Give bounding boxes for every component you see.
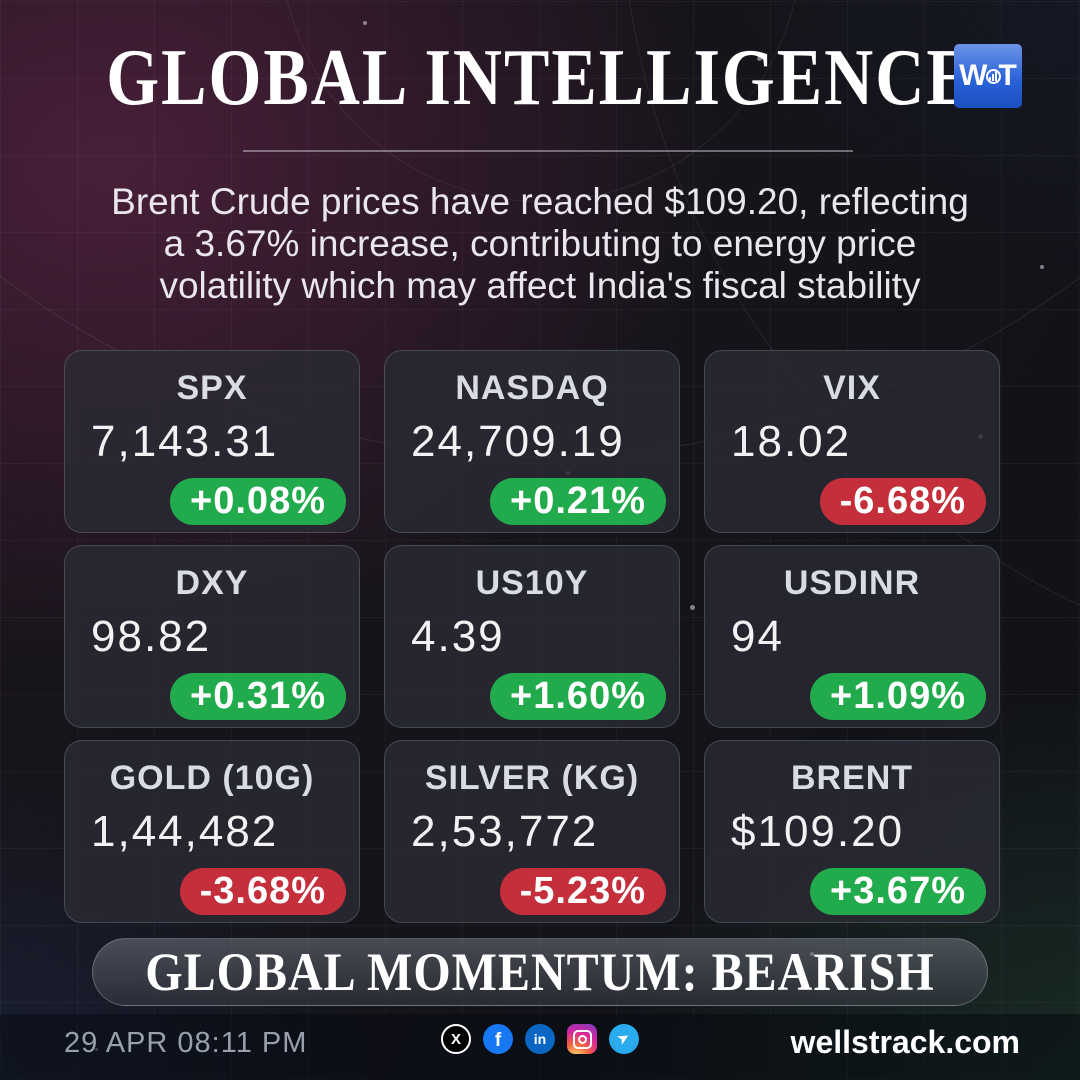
x-glyph: X xyxy=(450,1030,461,1048)
instrument-value: $109.20 xyxy=(731,807,905,856)
summary-line: volatility which may affect India's fisc… xyxy=(159,265,921,306)
logo-letter-w: W xyxy=(959,59,988,92)
linkedin-glyph: in xyxy=(533,1031,547,1047)
instagram-icon[interactable] xyxy=(567,1024,597,1054)
instrument-name: DXY xyxy=(175,564,249,602)
market-card-us10y: US10Y 4.39 +1.60% xyxy=(384,545,680,728)
decor-dot xyxy=(363,21,367,25)
change-badge: -6.68% xyxy=(819,478,986,525)
change-badge: +0.08% xyxy=(170,478,346,525)
social-icons: X f in ➤ xyxy=(0,1024,1080,1054)
market-card-silver: SILVER (KG) 2,53,772 -5.23% xyxy=(384,740,680,923)
change-badge: +3.67% xyxy=(810,868,986,915)
instrument-name: USDINR xyxy=(783,564,921,602)
market-cards-grid: SPX 7,143.31 +0.08% NASDAQ 24,709.19 +0.… xyxy=(64,350,1000,923)
website-link[interactable]: wellstrack.com xyxy=(790,1024,1020,1060)
instrument-value: 1,44,482 xyxy=(91,807,279,856)
instrument-name: BRENT xyxy=(790,759,914,797)
telegram-glyph: ➤ xyxy=(613,1027,633,1049)
summary-text: Brent Crude prices have reached $109.20,… xyxy=(0,181,1080,307)
summary-line: Brent Crude prices have reached $109.20,… xyxy=(111,181,969,222)
instrument-name: SILVER (KG) xyxy=(424,759,640,797)
instrument-name: GOLD (10G) xyxy=(109,759,315,797)
change-badge: +0.31% xyxy=(170,673,346,720)
instrument-name: NASDAQ xyxy=(455,369,609,407)
instrument-name: US10Y xyxy=(475,564,589,602)
title-divider xyxy=(243,150,853,152)
instrument-value: 18.02 xyxy=(731,417,852,466)
market-card-brent: BRENT $109.20 +3.67% xyxy=(704,740,1000,923)
change-badge: -5.23% xyxy=(499,868,666,915)
market-card-dxy: DXY 98.82 +0.31% xyxy=(64,545,360,728)
decor-dot xyxy=(690,605,695,610)
logo-letter-t: T xyxy=(998,59,1017,92)
change-badge: +1.09% xyxy=(810,673,986,720)
x-icon[interactable]: X xyxy=(441,1024,471,1054)
instrument-name: VIX xyxy=(823,369,881,407)
timestamp: 29 APR 08:11 PM xyxy=(64,1027,308,1059)
facebook-icon[interactable]: f xyxy=(483,1024,513,1054)
market-card-usdinr: USDINR 94 +1.09% xyxy=(704,545,1000,728)
facebook-glyph: f xyxy=(494,1029,502,1051)
instrument-value: 94 xyxy=(731,612,784,661)
market-card-spx: SPX 7,143.31 +0.08% xyxy=(64,350,360,533)
change-badge: +1.60% xyxy=(490,673,666,720)
brand-logo: W T xyxy=(954,44,1022,108)
decor-dot xyxy=(1040,265,1044,269)
market-card-gold: GOLD (10G) 1,44,482 -3.68% xyxy=(64,740,360,923)
decor-dot xyxy=(757,56,762,61)
instrument-value: 7,143.31 xyxy=(91,417,279,466)
instrument-value: 2,53,772 xyxy=(411,807,599,856)
summary-line: a 3.67% increase, contributing to energy… xyxy=(163,223,917,264)
market-card-vix: VIX 18.02 -6.68% xyxy=(704,350,1000,533)
instrument-name: SPX xyxy=(176,369,248,407)
change-badge: +0.21% xyxy=(490,478,666,525)
momentum-banner: GLOBAL MOMENTUM: BEARISH xyxy=(92,938,988,1006)
linkedin-icon[interactable]: in xyxy=(525,1024,555,1054)
telegram-icon[interactable]: ➤ xyxy=(609,1024,639,1054)
market-card-nasdaq: NASDAQ 24,709.19 +0.21% xyxy=(384,350,680,533)
instrument-value: 24,709.19 xyxy=(411,417,625,466)
instrument-value: 4.39 xyxy=(411,612,505,661)
logo-chart-icon xyxy=(985,68,1001,84)
page-title: GLOBAL INTELLIGENCE xyxy=(106,32,974,122)
momentum-label: GLOBAL MOMENTUM: BEARISH xyxy=(145,942,935,1002)
change-badge: -3.68% xyxy=(179,868,346,915)
instrument-value: 98.82 xyxy=(91,612,212,661)
instagram-camera xyxy=(572,1029,592,1049)
